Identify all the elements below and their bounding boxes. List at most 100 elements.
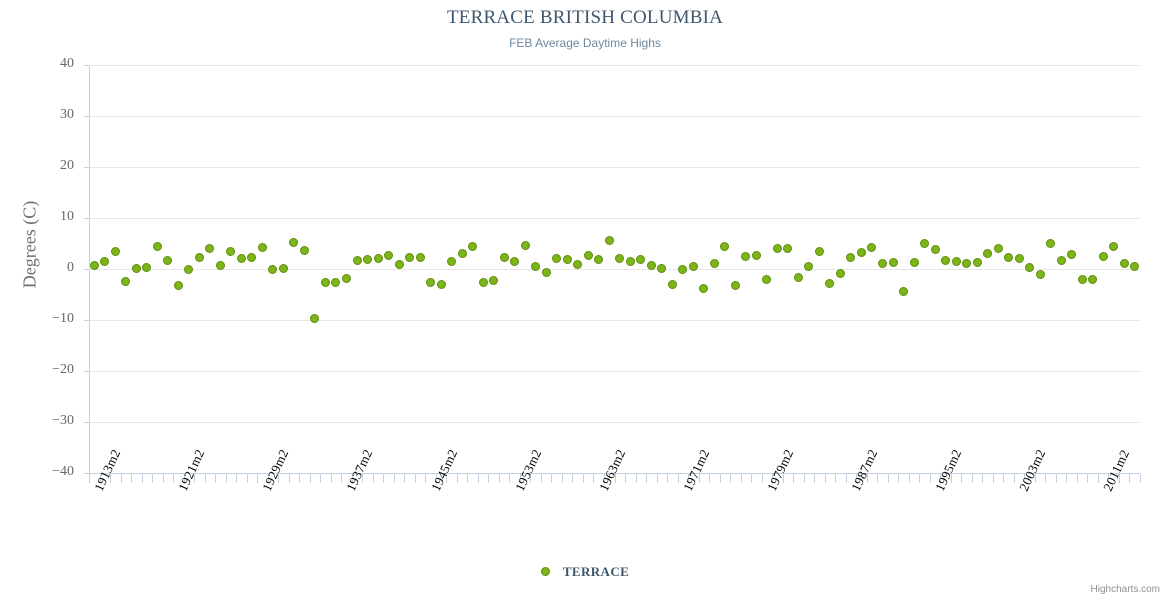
data-point[interactable] <box>636 255 646 265</box>
data-point[interactable] <box>720 241 730 251</box>
data-point[interactable] <box>1088 274 1098 284</box>
data-point[interactable] <box>772 244 782 254</box>
data-point[interactable] <box>688 261 698 271</box>
credits-label[interactable]: Highcharts.com <box>1090 584 1160 595</box>
data-point[interactable] <box>646 260 656 270</box>
data-point[interactable] <box>1130 261 1140 271</box>
data-point[interactable] <box>310 313 320 323</box>
data-point[interactable] <box>552 253 562 263</box>
data-point[interactable] <box>920 239 930 248</box>
data-point[interactable] <box>436 279 446 289</box>
data-point[interactable] <box>447 256 457 266</box>
data-point[interactable] <box>520 241 530 251</box>
data-point[interactable] <box>247 252 257 262</box>
data-point[interactable] <box>846 252 856 262</box>
data-point[interactable] <box>236 253 246 263</box>
data-point[interactable] <box>478 278 488 288</box>
data-point[interactable] <box>667 279 677 289</box>
data-point[interactable] <box>194 253 204 263</box>
data-point[interactable] <box>1046 239 1056 248</box>
data-point[interactable] <box>373 253 383 263</box>
data-point[interactable] <box>972 258 982 268</box>
data-point[interactable] <box>163 255 173 265</box>
data-point[interactable] <box>131 263 141 273</box>
data-point[interactable] <box>604 235 614 245</box>
data-point[interactable] <box>825 278 835 288</box>
data-point[interactable] <box>426 277 436 287</box>
data-point[interactable] <box>289 238 299 248</box>
data-point[interactable] <box>352 255 362 265</box>
data-point[interactable] <box>1119 259 1129 269</box>
data-point[interactable] <box>341 274 351 284</box>
legend-item-terrace[interactable]: TERRACE <box>540 562 629 580</box>
data-point[interactable] <box>678 265 688 274</box>
data-point[interactable] <box>89 260 99 270</box>
data-point[interactable] <box>268 264 278 274</box>
data-point[interactable] <box>583 251 593 261</box>
data-point[interactable] <box>804 261 814 271</box>
data-point[interactable] <box>562 254 572 264</box>
data-point[interactable] <box>510 257 520 267</box>
data-point[interactable] <box>709 259 719 269</box>
data-point[interactable] <box>278 263 288 273</box>
data-point[interactable] <box>783 243 793 253</box>
data-point[interactable] <box>468 241 478 251</box>
data-point[interactable] <box>835 269 845 279</box>
data-point[interactable] <box>110 247 120 257</box>
data-point[interactable] <box>730 281 740 291</box>
data-point[interactable] <box>878 259 887 269</box>
data-point[interactable] <box>762 274 772 284</box>
data-point[interactable] <box>856 248 866 258</box>
data-point[interactable] <box>1077 274 1087 284</box>
data-point[interactable] <box>983 249 993 259</box>
data-point[interactable] <box>930 244 940 254</box>
data-point[interactable] <box>363 255 372 265</box>
data-point[interactable] <box>257 243 267 253</box>
data-point[interactable] <box>205 243 215 253</box>
data-point[interactable] <box>1025 262 1035 272</box>
data-point[interactable] <box>699 284 709 294</box>
data-point[interactable] <box>457 248 467 258</box>
data-point[interactable] <box>573 260 583 270</box>
data-point[interactable] <box>142 262 152 272</box>
data-point[interactable] <box>320 278 330 288</box>
data-point[interactable] <box>899 287 909 297</box>
data-point[interactable] <box>594 254 604 264</box>
data-point[interactable] <box>793 272 803 282</box>
data-point[interactable] <box>121 277 131 287</box>
data-point[interactable] <box>173 281 183 291</box>
data-point[interactable] <box>299 246 309 256</box>
data-point[interactable] <box>909 258 919 268</box>
data-point[interactable] <box>1109 241 1119 251</box>
data-point[interactable] <box>499 252 509 262</box>
data-point[interactable] <box>405 253 415 263</box>
data-point[interactable] <box>625 257 635 267</box>
data-point[interactable] <box>941 255 951 265</box>
data-point[interactable] <box>226 247 236 257</box>
data-point[interactable] <box>152 242 162 252</box>
data-point[interactable] <box>100 257 110 267</box>
data-point[interactable] <box>993 243 1003 253</box>
data-point[interactable] <box>1035 270 1045 280</box>
data-point[interactable] <box>541 267 551 277</box>
data-point[interactable] <box>1098 251 1108 261</box>
data-point[interactable] <box>951 256 961 266</box>
data-point[interactable] <box>867 243 877 253</box>
data-point[interactable] <box>751 250 761 260</box>
data-point[interactable] <box>1014 253 1024 263</box>
data-point[interactable] <box>657 263 667 273</box>
data-point[interactable] <box>331 277 341 287</box>
data-point[interactable] <box>1004 253 1014 263</box>
data-point[interactable] <box>394 260 404 270</box>
data-point[interactable] <box>814 247 824 257</box>
data-point[interactable] <box>489 276 499 286</box>
data-point[interactable] <box>741 251 751 261</box>
data-point[interactable] <box>1056 256 1066 266</box>
data-point[interactable] <box>184 264 194 274</box>
data-point[interactable] <box>215 261 225 271</box>
data-point[interactable] <box>531 262 541 272</box>
data-point[interactable] <box>1067 249 1077 259</box>
data-point[interactable] <box>384 251 394 261</box>
data-point[interactable] <box>415 253 425 263</box>
data-point[interactable] <box>615 253 625 263</box>
